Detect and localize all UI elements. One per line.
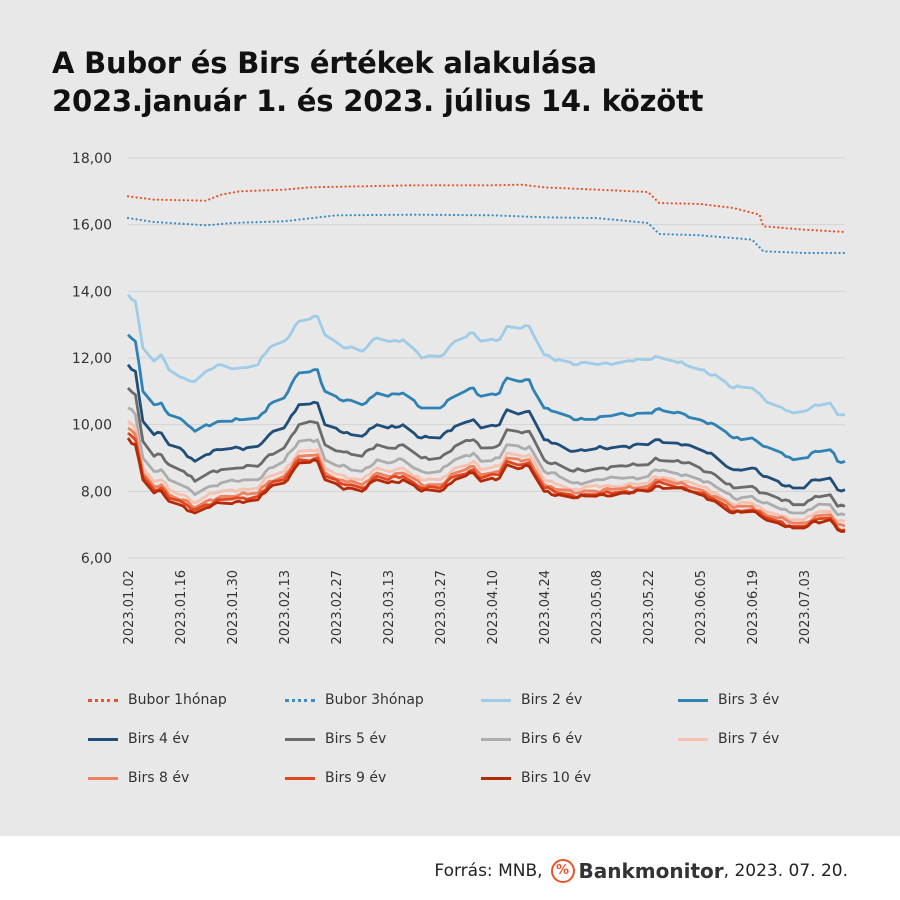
- x-tick-label: 2023.01.16: [174, 570, 189, 644]
- x-tick-label: 2023.02.27: [330, 570, 345, 644]
- legend-label: Birs 7 év: [718, 731, 780, 747]
- legend-label: Birs 10 év: [521, 770, 592, 786]
- x-tick-label: 2023.05.08: [590, 570, 605, 644]
- source-prefix: Forrás: MNB,: [434, 861, 543, 881]
- series-line: [126, 293, 846, 417]
- x-tick-label: 2023.03.13: [382, 570, 397, 644]
- legend-swatch: [285, 776, 315, 780]
- line-chart: 6,00 8,00 10,00 12,00 14,00 16,00 18,00 2023.01…: [72, 151, 847, 644]
- legend-label: Birs 3 év: [718, 692, 780, 708]
- x-tick-label: 2023.07.03: [798, 570, 813, 644]
- legend-swatch: [481, 698, 511, 702]
- legend-swatch: [678, 737, 708, 741]
- legend-item: Birs 5 év: [285, 729, 386, 749]
- series-line: [127, 420, 846, 523]
- legend-item: Birs 9 év: [285, 768, 386, 788]
- y-tick-label: 12,00: [72, 351, 112, 367]
- x-tick-label: 2023.01.30: [226, 570, 241, 644]
- chart-title-line-2: 2023.január 1. és 2023. július 14. közöt…: [52, 84, 704, 118]
- legend-label: Birs 4 év: [128, 731, 190, 747]
- series-line: [126, 183, 847, 234]
- legend-label: Bubor 3hónap: [325, 692, 424, 708]
- y-tick-label: 18,00: [72, 151, 112, 167]
- chart-panel: [0, 0, 900, 836]
- legend-item: Bubor 1hónap: [88, 690, 227, 710]
- source-footer: Forrás: MNB, % Bankmonitor , 2023. 07. 2…: [434, 856, 848, 886]
- brand-name: Bankmonitor: [578, 859, 724, 883]
- chart-title-line-1: A Bubor és Birs értékek alakulása: [52, 46, 597, 80]
- x-tick-label: 2023.05.22: [642, 570, 657, 644]
- x-tick-label: 2023.06.19: [746, 570, 761, 644]
- x-tick-label: 2023.06.05: [694, 570, 709, 644]
- series-line: [126, 437, 846, 533]
- legend-swatch: [88, 737, 118, 741]
- legend-label: Bubor 1hónap: [128, 692, 227, 708]
- series-line: [127, 406, 846, 517]
- x-tick-label: 2023.01.02: [122, 570, 137, 644]
- legend-label: Birs 5 év: [325, 731, 387, 747]
- x-tick-label: 2023.02.13: [278, 570, 293, 644]
- legend-item: Birs 8 év: [88, 768, 189, 788]
- legend-item: Birs 2 év: [481, 690, 582, 710]
- series-line: [127, 431, 846, 533]
- series-line: [127, 333, 846, 464]
- legend-item: Birs 6 év: [481, 729, 582, 749]
- chart-legend: Bubor 1hónap Bubor 3hónap Birs 2 év Birs 3 …: [88, 690, 888, 800]
- series-line: [126, 363, 846, 493]
- y-tick-label: 14,00: [72, 284, 112, 300]
- series-line: [127, 426, 846, 528]
- legend-swatch: [88, 698, 118, 702]
- legend-swatch: [88, 776, 118, 780]
- chart-title: A Bubor és Birs értékek alakulása 2023.j…: [52, 44, 872, 120]
- legend-item: Birs 4 év: [88, 729, 189, 749]
- legend-item: Birs 10 év: [481, 768, 591, 788]
- y-tick-label: 8,00: [81, 484, 112, 500]
- x-tick-label: 2023.03.27: [434, 570, 449, 644]
- legend-swatch: [285, 737, 315, 741]
- y-tick-label: 10,00: [72, 418, 112, 434]
- legend-item: Birs 3 év: [678, 690, 779, 710]
- y-tick-label: 6,00: [81, 551, 112, 567]
- x-tick-label: 2023.04.10: [486, 570, 501, 644]
- legend-swatch: [678, 698, 708, 702]
- legend-label: Birs 2 év: [521, 692, 583, 708]
- bankmonitor-logo-icon: %: [550, 859, 575, 883]
- x-tick-label: 2023.04.24: [538, 570, 553, 644]
- legend-item: Birs 7 év: [678, 729, 779, 749]
- series-line: [126, 213, 847, 255]
- source-suffix: , 2023. 07. 20.: [723, 861, 848, 881]
- y-tick-label: 16,00: [72, 218, 112, 234]
- legend-swatch: [481, 776, 511, 780]
- legend-swatch: [481, 737, 511, 741]
- legend-item: Bubor 3hónap: [285, 690, 424, 710]
- legend-swatch: [285, 698, 315, 702]
- legend-label: Birs 8 év: [128, 770, 190, 786]
- legend-label: Birs 6 év: [521, 731, 583, 747]
- legend-label: Birs 9 év: [325, 770, 387, 786]
- series-line: [126, 387, 846, 508]
